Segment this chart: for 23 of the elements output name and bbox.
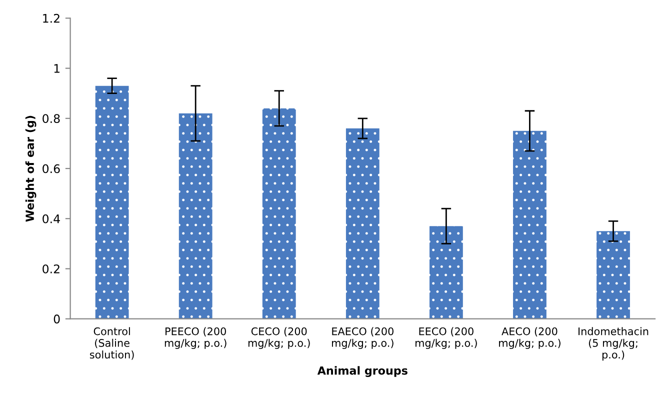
y-axis-title: Weight of ear (g) bbox=[25, 116, 36, 222]
bar bbox=[262, 108, 296, 319]
bar bbox=[95, 86, 129, 319]
x-tick-label: EAECO (200 mg/kg; p.o.) bbox=[332, 327, 394, 349]
bar bbox=[178, 113, 212, 319]
y-tick-label: 0 bbox=[54, 314, 60, 324]
x-axis-title: Animal groups bbox=[317, 366, 408, 377]
bar bbox=[596, 231, 630, 319]
bar bbox=[429, 226, 463, 319]
y-tick-label: 0.6 bbox=[42, 164, 60, 174]
y-tick-label: 1 bbox=[54, 64, 60, 73]
x-tick-label: Indomethacin (5 mg/kg; p.o.) bbox=[578, 327, 648, 361]
y-tick-label: 0.4 bbox=[42, 214, 60, 224]
y-tick-label: 0.8 bbox=[42, 114, 60, 124]
y-tick-label: 0.2 bbox=[42, 264, 60, 274]
x-tick-label: AECO (200 mg/kg; p.o.) bbox=[499, 327, 560, 349]
x-tick-label: EECO (200 mg/kg; p.o.) bbox=[416, 327, 477, 349]
x-tick-label: PEECO (200 mg/kg; p.o.) bbox=[164, 327, 226, 349]
x-tick-label: CECO (200 mg/kg; p.o.) bbox=[248, 327, 310, 349]
x-tick-label: Control (Saline solution) bbox=[90, 327, 134, 360]
bar bbox=[346, 128, 380, 319]
y-tick-label: 1.2 bbox=[43, 14, 60, 23]
bar bbox=[513, 130, 546, 319]
